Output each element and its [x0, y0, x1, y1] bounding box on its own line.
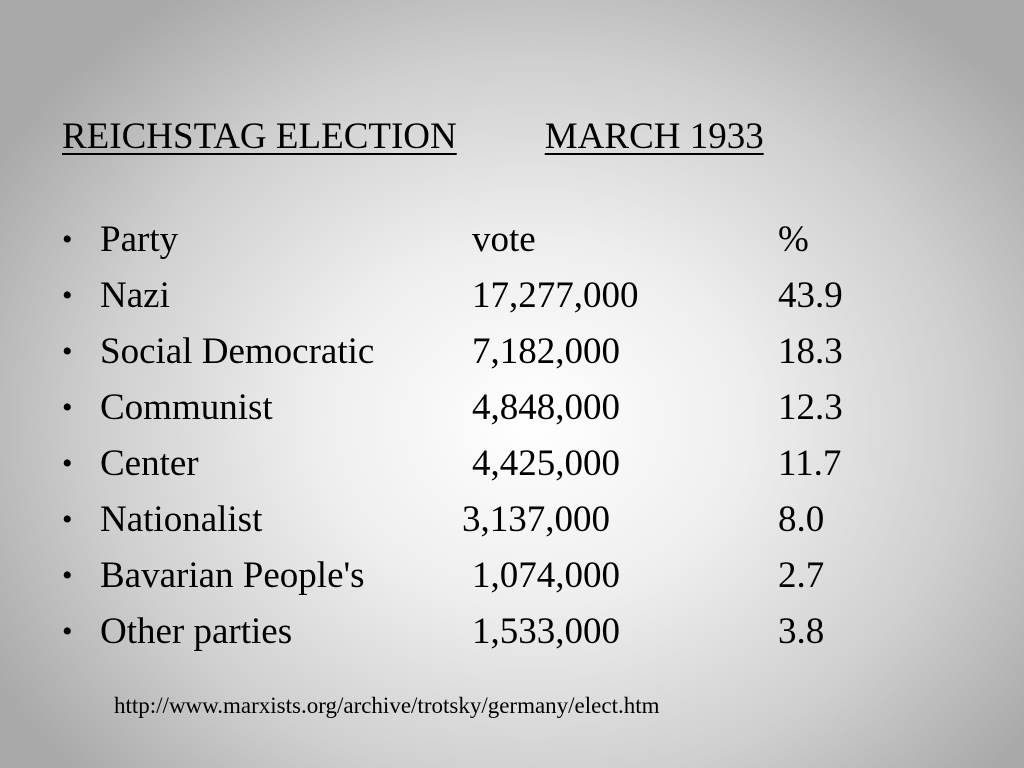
- list-item: • Nationalist 3,137,000 8.0: [0, 492, 1024, 548]
- list-item: • Social Democratic 7,182,000 18.3: [0, 324, 1024, 380]
- party-vote: 4,848,000: [472, 387, 620, 428]
- party-name: Communist: [100, 387, 273, 428]
- title-date: MARCH 1933: [544, 116, 764, 157]
- bullet-icon: •: [62, 447, 73, 480]
- bullet-icon: •: [62, 615, 73, 648]
- list-item: • Other parties 1,533,000 3.8: [0, 604, 1024, 660]
- party-percent: 12.3: [778, 387, 843, 428]
- source-url: http://www.marxists.org/archive/trotsky/…: [114, 693, 660, 718]
- party-vote: 17,277,000: [472, 275, 639, 316]
- party-vote: 1,074,000: [472, 555, 620, 596]
- party-percent: 8.0: [778, 499, 825, 540]
- party-name: Center: [100, 443, 199, 484]
- party-name: Other parties: [100, 611, 293, 652]
- header-percent: %: [778, 219, 809, 260]
- party-name: Nazi: [100, 275, 170, 316]
- header-vote: vote: [472, 219, 536, 260]
- party-name: Nationalist: [100, 499, 263, 540]
- list-item: • Communist 4,848,000 12.3: [0, 380, 1024, 436]
- bullet-icon: •: [62, 335, 73, 368]
- bullet-icon: •: [62, 223, 73, 256]
- bullet-icon: •: [62, 391, 73, 424]
- bullet-icon: •: [62, 279, 73, 312]
- header-row: • Party vote %: [0, 212, 1024, 268]
- slide-title: REICHSTAG ELECTION MARCH 1933: [62, 112, 764, 162]
- bullet-icon: •: [62, 559, 73, 592]
- list-item: • Bavarian People's 1,074,000 2.7: [0, 548, 1024, 604]
- bullet-icon: •: [62, 503, 73, 536]
- party-percent: 18.3: [778, 331, 843, 372]
- party-percent: 3.8: [778, 611, 825, 652]
- party-vote: 1,533,000: [472, 611, 620, 652]
- title-text: REICHSTAG ELECTION: [62, 116, 457, 157]
- party-percent: 43.9: [778, 275, 843, 316]
- party-name: Bavarian People's: [100, 555, 365, 596]
- party-vote: 3,137,000: [462, 499, 610, 540]
- party-percent: 11.7: [778, 443, 842, 484]
- party-percent: 2.7: [778, 555, 825, 596]
- party-name: Social Democratic: [100, 331, 375, 372]
- list-item: • Center 4,425,000 11.7: [0, 436, 1024, 492]
- party-vote: 7,182,000: [472, 331, 620, 372]
- list-item: • Nazi 17,277,000 43.9: [0, 268, 1024, 324]
- header-party: Party: [100, 219, 179, 260]
- party-vote: 4,425,000: [472, 443, 620, 484]
